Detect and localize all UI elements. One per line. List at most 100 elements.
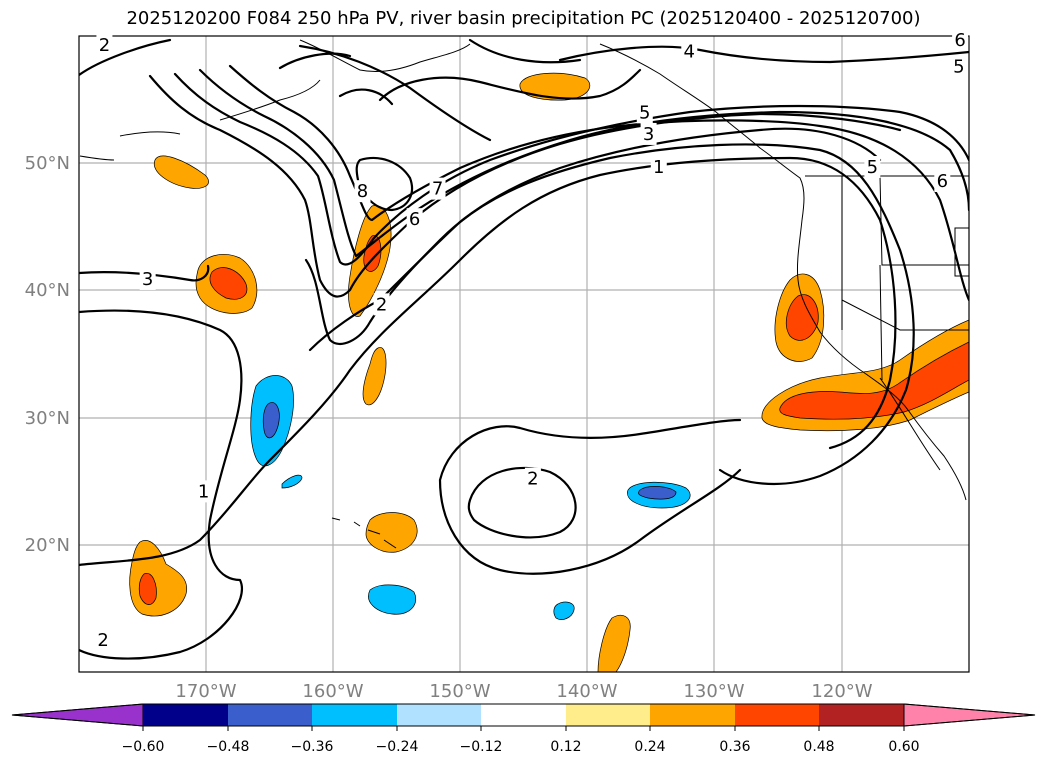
contour-label-halo	[952, 28, 969, 51]
contour-label-halo	[650, 156, 667, 179]
colorbar-segment	[312, 704, 397, 726]
pv-contour-5	[173, 72, 969, 266]
us-states	[841, 175, 969, 381]
contour-label: 5	[953, 57, 964, 78]
lat-label-20n: 20°N	[25, 535, 70, 556]
precip-patch-neg-small	[281, 474, 303, 489]
pv-contour-1	[79, 156, 897, 567]
lat-label-30n: 30°N	[25, 408, 70, 429]
pv-contour-7	[228, 64, 969, 302]
contour-label-halo	[139, 267, 156, 290]
colorbar-segment	[481, 704, 566, 726]
pv-contour-2-loop	[467, 466, 577, 539]
precip-patch-neg-hawaii-s	[368, 584, 416, 615]
lon-label-140w: 140°W	[556, 681, 617, 702]
lon-label-150w: 150°W	[429, 681, 490, 702]
pv-contour-2-outer	[438, 418, 742, 575]
colorbar: −0.60 −0.48 −0.36 −0.24 −0.12 0.12 0.24 …	[11, 703, 1036, 755]
contour-label: 2	[376, 294, 387, 315]
lat-axis: 50°N 40°N 30°N 20°N	[25, 153, 70, 556]
contour-label: 1	[653, 157, 664, 178]
precip-patch-157w-south	[362, 347, 387, 406]
pv-contour-2-main	[79, 309, 243, 660]
precip-patch-gulf-alaska	[519, 72, 591, 101]
precip-patch-hawaii	[365, 512, 418, 553]
precip-patch-sw-band-core	[779, 341, 969, 420]
colorbar-segment	[650, 704, 735, 726]
precip-patch-south-135w	[597, 615, 631, 672]
lat-label-40n: 40°N	[25, 280, 70, 301]
pv-contour-8	[355, 156, 414, 212]
contour-label-halo	[950, 55, 967, 78]
colorbar-segment	[735, 704, 819, 726]
lat-label-50n: 50°N	[25, 153, 70, 174]
us-west-coast	[797, 219, 967, 501]
pv-contours	[79, 38, 969, 660]
contour-label-halo	[195, 480, 212, 503]
lon-label-120w: 120°W	[811, 681, 872, 702]
contour-label: 7	[432, 179, 443, 200]
contour-label-halo	[354, 180, 371, 203]
colorbar-tick-label: 0.60	[888, 739, 919, 755]
contour-label-halo	[934, 170, 951, 193]
precip-patch-neg-136w-core	[638, 486, 677, 500]
contour-label-halo	[406, 208, 423, 231]
contour-label-halo	[373, 293, 390, 316]
colorbar-tick-label: 0.12	[550, 739, 581, 755]
aleutians	[79, 155, 115, 161]
contour-label-halo	[524, 467, 541, 490]
contour-label: 6	[954, 30, 965, 51]
colorbar-segment	[566, 704, 650, 726]
contour-label-halo	[95, 629, 112, 652]
lon-label-130w: 130°W	[683, 681, 744, 702]
contour-label: 6	[409, 209, 420, 230]
precip-patch-neg-165w-core	[262, 402, 280, 439]
lon-label-170w: 170°W	[175, 681, 236, 702]
baja	[879, 377, 941, 471]
precip-shading	[129, 72, 969, 672]
pv-contour-ridge	[278, 38, 642, 106]
contour-label: 6	[937, 171, 948, 192]
colorbar-ticks	[142, 726, 905, 731]
lon-axis: 170°W 160°W 150°W 140°W 130°W 120°W	[175, 681, 872, 702]
precip-patch-ca-coast-core	[786, 294, 819, 341]
contour-label: 3	[643, 124, 654, 145]
colorbar-tick-label: 0.48	[803, 739, 834, 755]
colorbar-tick-label: −0.36	[291, 739, 334, 755]
contour-label-halo	[96, 33, 113, 56]
colorbar-segment	[228, 704, 312, 726]
colorbar-segment	[819, 704, 904, 726]
colorbar-segment	[143, 704, 228, 726]
contour-label-halo	[864, 156, 881, 179]
lon-label-160w: 160°W	[302, 681, 363, 702]
precip-patch-nw-pacific	[153, 155, 209, 189]
map-panel	[78, 35, 970, 673]
map-frame	[78, 35, 970, 673]
contour-label: 2	[97, 630, 108, 651]
pv-contour-6	[198, 68, 969, 258]
precip-patch-central-n-core	[209, 267, 248, 300]
colorbar-segment	[397, 704, 481, 726]
colorbar-tick-label: −0.24	[376, 739, 419, 755]
contour-label-halo	[640, 122, 657, 145]
contour-label: 5	[867, 157, 878, 178]
contour-label: 1	[198, 481, 209, 502]
map-background	[79, 36, 969, 672]
colorbar-tick-label: 0.36	[719, 739, 750, 755]
colorbar-tick-label: 0.24	[634, 739, 665, 755]
contour-label-halo	[681, 40, 698, 63]
map-title: 2025120200 F084 250 hPa PV, river basin …	[126, 8, 921, 29]
contour-label: 2	[527, 469, 538, 490]
contour-label-halo	[636, 101, 653, 124]
contour-label: 3	[142, 269, 153, 290]
contour-label: 5	[639, 102, 650, 123]
contour-label: 8	[357, 181, 368, 202]
contour-label-halo	[429, 177, 446, 200]
colorbar-arrow-low	[11, 703, 144, 727]
pv-contour-3	[79, 127, 882, 346]
contour-label: 4	[684, 41, 695, 62]
contour-label: 2	[99, 35, 110, 56]
bc-coast	[599, 43, 805, 221]
colorbar-arrow-high	[903, 703, 1036, 727]
